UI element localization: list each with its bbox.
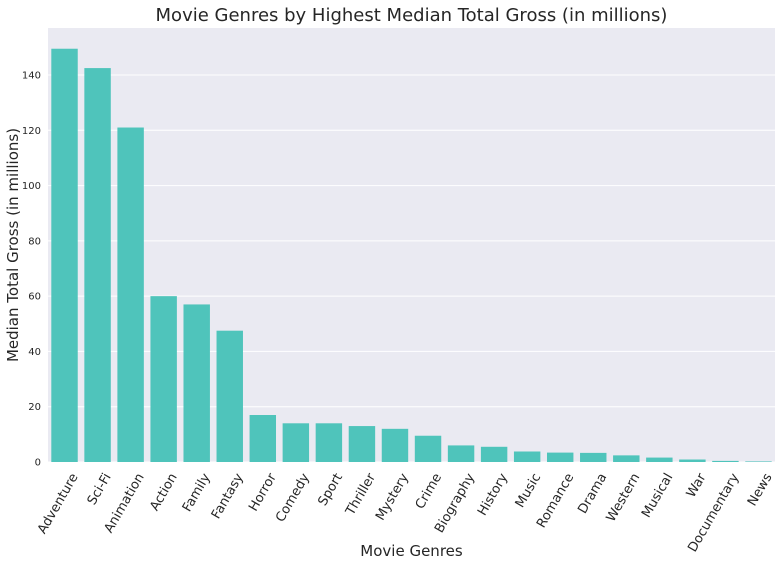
x-tick-label: Family <box>180 471 214 515</box>
bar-horror <box>249 415 277 462</box>
bar-documentary <box>712 460 739 462</box>
x-tick-label: Thriller <box>343 470 380 519</box>
x-tick-label: Horror <box>246 470 280 514</box>
bar-romance <box>546 452 574 462</box>
y-tick-label: 20 <box>28 402 41 413</box>
bar-musical <box>646 457 673 462</box>
bar-sport <box>315 423 343 462</box>
bar-biography <box>447 445 475 462</box>
bar-thriller <box>348 426 376 462</box>
x-tick-label: History <box>475 471 511 519</box>
bars <box>51 48 772 463</box>
y-tick-label: 120 <box>22 126 41 137</box>
bar-sci-fi <box>84 68 111 463</box>
x-tick-label: Sport <box>316 471 346 509</box>
bar-crime <box>414 435 442 462</box>
x-tick-label: Crime <box>413 471 445 512</box>
x-tick-label: News <box>745 471 776 509</box>
bar-animation <box>117 127 144 462</box>
x-tick-label: Music <box>513 471 544 511</box>
y-tick-label: 0 <box>35 458 41 469</box>
bar-history <box>480 446 508 462</box>
bar-western <box>613 455 640 462</box>
chart-title: Movie Genres by Highest Median Total Gro… <box>156 5 668 26</box>
bar-mystery <box>381 428 409 462</box>
bar-drama <box>580 452 607 462</box>
bar-fantasy <box>216 330 243 462</box>
x-tick-label: War <box>684 470 710 500</box>
x-tick-label: Adventure <box>35 471 82 537</box>
bar-adventure <box>51 48 78 462</box>
x-tick-label: Mystery <box>373 471 412 524</box>
y-axis-ticks: 0 20 40 60 80 100 120 140 <box>22 70 41 468</box>
y-tick-label: 100 <box>22 181 41 192</box>
y-tick-label: 80 <box>28 236 41 247</box>
bar-war <box>679 459 706 462</box>
x-tick-label: Musical <box>639 471 676 521</box>
bar-family <box>183 304 210 462</box>
x-tick-label: Sci-Fi <box>85 471 115 508</box>
bar-comedy <box>282 423 310 462</box>
bar-music <box>513 451 541 462</box>
x-tick-label: Fantasy <box>209 471 247 522</box>
bar-action <box>150 296 177 462</box>
y-axis-label: Median Total Gross (in millions) <box>4 128 22 362</box>
y-tick-label: 60 <box>28 292 41 303</box>
bar-news <box>745 461 772 462</box>
y-tick-label: 140 <box>22 70 41 81</box>
x-tick-label: Drama <box>575 471 610 517</box>
x-tick-label: Action <box>147 471 180 514</box>
y-tick-label: 40 <box>28 347 41 358</box>
x-axis-label: Movie Genres <box>360 542 463 560</box>
